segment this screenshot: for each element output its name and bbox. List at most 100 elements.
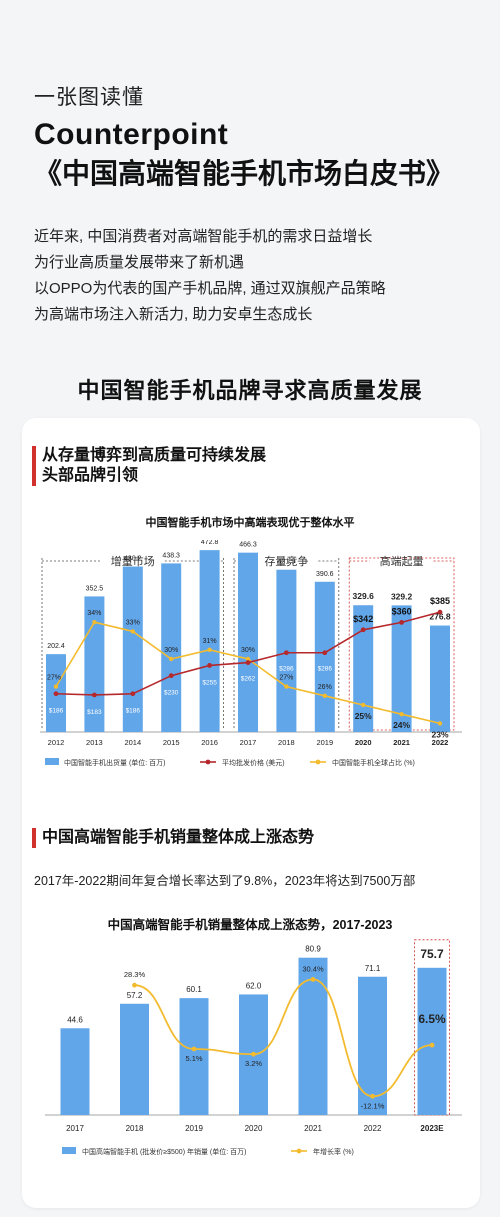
legend-swatch-bar bbox=[62, 1147, 76, 1154]
x-tick-label: 2017 bbox=[66, 1124, 84, 1133]
growth-point bbox=[191, 1046, 197, 1052]
x-tick-label: 2019 bbox=[316, 738, 333, 747]
intro-line: 为高端市场注入新活力, 助力安卓生态成长 bbox=[34, 306, 313, 323]
bar-value-label: 466.3 bbox=[239, 542, 257, 549]
chart2-svg: 44.6 57.2 60.1 62.0 80.9 71.1 75.7 28.3% 5.1% 3.2… bbox=[45, 939, 462, 1156]
price-label: $230 bbox=[164, 690, 179, 697]
share-point bbox=[245, 656, 251, 662]
report-header: 一张图读懂 Counterpoint 《中国高端智能手机市场白皮书》 bbox=[34, 84, 454, 192]
price-label: $286 bbox=[318, 666, 333, 673]
legend-swatch-price-dot bbox=[205, 759, 211, 765]
share-point bbox=[169, 656, 174, 662]
x-tick-label: 2020 bbox=[245, 1124, 263, 1133]
bar-value-label: 329.6 bbox=[353, 591, 375, 601]
x-tick-label: 2018 bbox=[278, 738, 295, 747]
price-point bbox=[130, 691, 136, 697]
growth-label: 6.5% bbox=[418, 1012, 446, 1026]
share-point bbox=[130, 629, 135, 634]
x-tick-label: 2021 bbox=[393, 738, 410, 747]
header-brand: Counterpoint bbox=[34, 118, 229, 151]
price-point bbox=[399, 620, 404, 625]
growth-label: -12.1% bbox=[361, 1101, 385, 1110]
share-label: 25% bbox=[355, 711, 372, 721]
share-point bbox=[92, 620, 97, 625]
share-point bbox=[284, 684, 289, 689]
bar-value-label: 44.6 bbox=[67, 1015, 83, 1024]
legend-label: 中国智能手机全球占比 (%) bbox=[332, 758, 415, 767]
x-tick-label: 2015 bbox=[163, 738, 180, 747]
legend-label: 中国智能手机出货量 (单位: 百万) bbox=[64, 758, 166, 767]
legend-swatch-growth-dot bbox=[296, 1148, 302, 1154]
x-tick-label: 2012 bbox=[48, 738, 65, 747]
chart1-title: 中国智能手机市场中高端表现优于整体水平 bbox=[145, 517, 355, 529]
bar-value-label: 202.4 bbox=[47, 643, 65, 650]
price-point bbox=[437, 609, 443, 615]
intro-line: 为行业高质量发展带来了新机遇 bbox=[34, 254, 245, 271]
price-point bbox=[245, 660, 251, 665]
x-tick-label: 2022 bbox=[432, 738, 449, 747]
bar bbox=[161, 563, 182, 732]
header-report-title: 《中国高端智能手机市场白皮书》 bbox=[34, 158, 455, 189]
bar-value-label: 390.6 bbox=[316, 571, 334, 578]
x-tick-label: 2013 bbox=[86, 738, 103, 747]
price-label: $385 bbox=[430, 596, 450, 606]
growth-point bbox=[132, 982, 137, 988]
bar bbox=[391, 605, 412, 732]
growth-label: 30.4% bbox=[302, 964, 324, 973]
share-label: 33% bbox=[126, 619, 140, 626]
legend-swatch-share-dot bbox=[315, 759, 321, 765]
price-point bbox=[284, 650, 289, 656]
block1-heading-line: 头部品牌引领 bbox=[42, 467, 139, 484]
share-label: 30% bbox=[241, 647, 255, 654]
x-tick-label: 2014 bbox=[124, 738, 141, 747]
phase-label: 高端起量 bbox=[380, 554, 424, 568]
price-label: $183 bbox=[87, 709, 102, 716]
bar bbox=[314, 581, 335, 732]
price-point bbox=[92, 692, 97, 698]
bar-value-label: 276.8 bbox=[429, 612, 451, 622]
share-label: 27% bbox=[47, 675, 61, 682]
x-tick-label: 2016 bbox=[201, 738, 218, 747]
chart2-title: 中国高端智能手机销量整体成上涨态势，2017-2023 bbox=[107, 918, 393, 932]
bar-value-label: 57.2 bbox=[127, 991, 143, 1000]
header-kicker: 一张图读懂 bbox=[34, 86, 144, 109]
legend-swatch-bar bbox=[45, 758, 59, 765]
intro-paragraph: 近年来, 中国消费者对高端智能手机的需求日益增长 为行业高质量发展带来了新机遇 … bbox=[34, 224, 386, 328]
block2-description: 2017年-2022期间年复合增长率达到了9.8%，2023年将达到7500万部 bbox=[34, 874, 416, 888]
x-tick-label: 2017 bbox=[240, 738, 257, 747]
growth-point bbox=[370, 1093, 375, 1099]
bar bbox=[179, 998, 209, 1115]
price-label: $286 bbox=[279, 666, 294, 673]
bar-value-label: 80.9 bbox=[305, 945, 321, 954]
bar-value-label: 62.0 bbox=[246, 981, 262, 990]
x-tick-label: 2019 bbox=[185, 1124, 203, 1133]
chart1-svg: 增量市场 存量竞争 高端起量 202.4 352.5 430.2 438.3 472.8 466… bbox=[40, 540, 462, 767]
bar-value-label: 421.9 bbox=[278, 559, 296, 566]
bar bbox=[417, 967, 447, 1115]
price-label: $360 bbox=[392, 606, 412, 616]
growth-point bbox=[310, 977, 316, 982]
share-label: 31% bbox=[203, 638, 217, 645]
x-tick-label: 2018 bbox=[126, 1124, 144, 1133]
forecast-box bbox=[414, 939, 450, 1116]
intro-line: 以OPPO为代表的国产手机品牌, 通过双旗舰产品策略 bbox=[34, 280, 386, 297]
bar-value-label: 60.1 bbox=[186, 985, 202, 994]
price-point bbox=[360, 627, 366, 633]
bar-value-label: 430.2 bbox=[124, 556, 142, 563]
price-label: $255 bbox=[202, 679, 217, 686]
block1-heading-line: 从存量博弈到高质量可持续发展 bbox=[42, 447, 267, 464]
share-point bbox=[322, 693, 327, 698]
section-title: 中国智能手机品牌寻求高质量发展 bbox=[77, 378, 423, 403]
bar-value-label: 71.1 bbox=[365, 964, 381, 973]
bar bbox=[60, 1028, 90, 1115]
legend-label: 平均批发价格 (美元) bbox=[222, 758, 285, 767]
x-tick-label: 2020 bbox=[355, 738, 372, 747]
bar bbox=[199, 550, 220, 732]
bar bbox=[120, 1003, 149, 1115]
price-point bbox=[207, 663, 213, 668]
share-label: 26% bbox=[318, 684, 332, 691]
bar-value-label: 329.2 bbox=[391, 591, 413, 601]
growth-label: 28.3% bbox=[124, 970, 146, 979]
growth-line bbox=[134, 978, 433, 1098]
intro-line: 近年来, 中国消费者对高端智能手机的需求日益增长 bbox=[34, 228, 373, 245]
